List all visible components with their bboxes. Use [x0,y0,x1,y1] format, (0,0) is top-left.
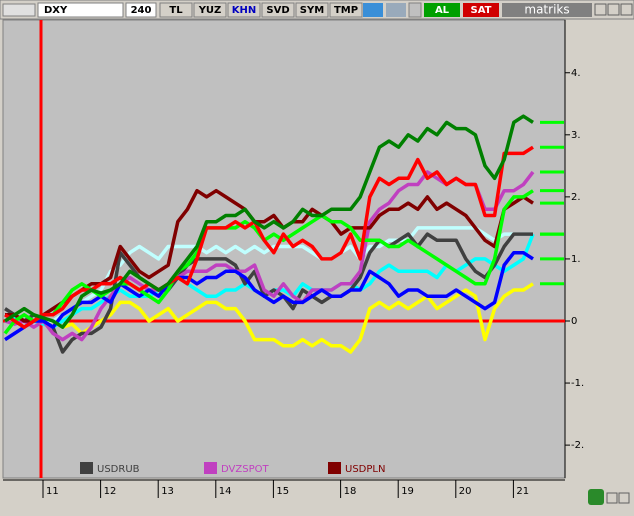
symbol: DXY [44,5,68,16]
legend-label: USDRUB [97,464,140,475]
x-tick-label: 14 [219,486,232,497]
settings-icon[interactable] [386,3,406,17]
brand-box [502,3,592,17]
toolbar-button[interactable] [193,2,227,18]
refresh-button[interactable] [588,489,604,505]
toolbar-button-label: YUZ [198,5,222,16]
buy-button[interactable] [424,3,460,17]
legend-label: DVZSPOT [221,464,269,475]
series-line [4,226,533,323]
sell-label: SAT [471,5,492,16]
y-tick-label: 1. [571,254,581,265]
toolbar-button[interactable] [329,2,363,18]
y-tick-label: 4. [571,68,581,79]
toolbar-button[interactable] [295,2,329,18]
series-line [4,114,534,329]
period-box[interactable] [125,2,157,18]
tool-icon[interactable] [408,2,422,18]
y-tick-label: 0 [571,316,577,327]
toolbar-button[interactable] [159,2,193,18]
series-line [5,188,534,323]
toolbar-button[interactable] [227,2,261,18]
legend-swatch [328,462,341,474]
logo-icon[interactable] [2,3,36,17]
symbol-box[interactable] [37,2,124,18]
buy-label: AL [435,5,450,16]
y-tick-label: 2. [571,192,581,203]
brand: matriks [524,3,569,17]
y-tick-label: 3. [571,130,581,141]
x-tick-label: 12 [104,486,117,497]
toolbar-button-label: SVD [266,5,289,16]
series-line [4,250,534,342]
y-tick-label: -2. [571,440,584,451]
toolbar-button-label: KHN [232,5,257,16]
sell-button[interactable] [463,3,499,17]
toolbar-button-label: TMP [334,5,358,16]
legend-swatch [80,462,93,474]
x-tick-label: 20 [459,486,472,497]
minimize-button[interactable] [594,3,607,16]
toolbar-button[interactable] [261,2,295,18]
plot-area [2,19,566,479]
scroll-right[interactable] [618,492,630,504]
toolbar: DXY 240 TL YUZ KHN SVD SYM TMP AL SAT matriks [0,0,634,20]
x-tick-label: 21 [516,486,529,497]
toolbar-button-label: TL [169,5,183,16]
x-tick-label: 15 [276,486,289,497]
y-tick-label: -1. [571,378,584,389]
legend-swatch [204,462,217,474]
toolbar-button-label: SYM [300,5,324,16]
twitter-icon[interactable] [363,3,383,17]
period: 240 [131,5,152,16]
legend-label: USDPLN [345,464,385,475]
x-tick-label: 18 [344,486,357,497]
x-tick-label: 11 [46,486,59,497]
maximize-button[interactable] [607,3,620,16]
scroll-left[interactable] [606,492,618,504]
close-button[interactable] [620,3,633,16]
x-tick-label: 19 [401,486,414,497]
x-tick-label: 13 [161,486,174,497]
